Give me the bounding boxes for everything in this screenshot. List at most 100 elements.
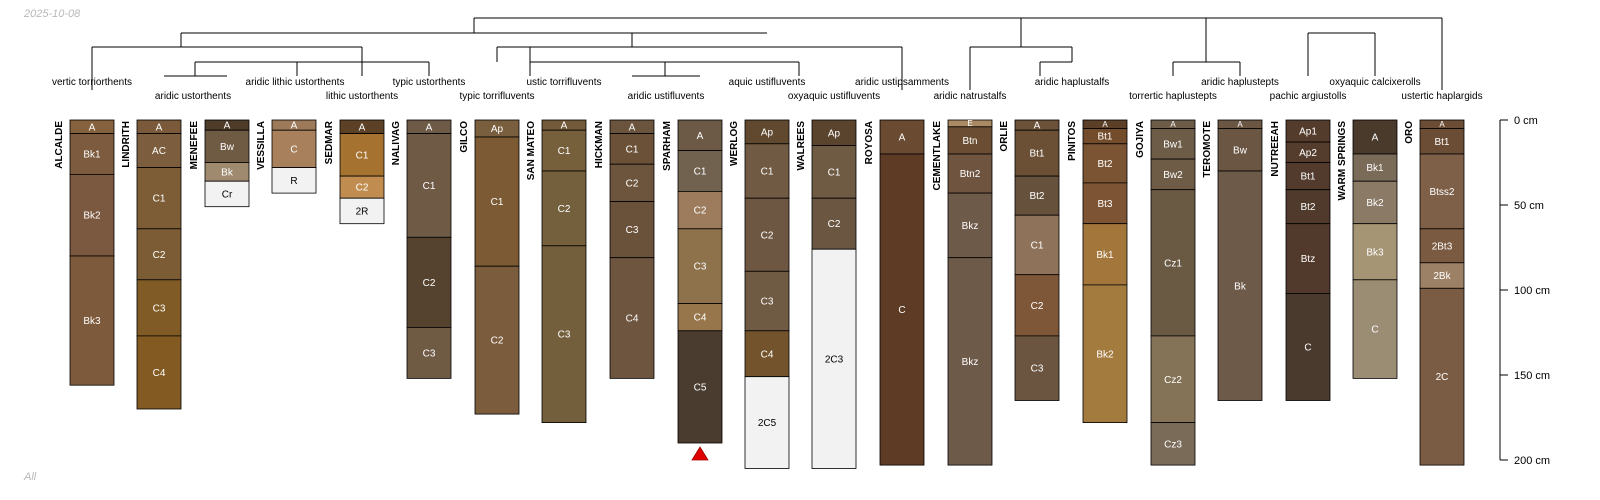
horizon-block xyxy=(136,167,182,230)
horizon-label: A xyxy=(561,121,568,132)
taxon-label: typic ustorthents xyxy=(393,77,466,88)
horizon-label: C xyxy=(1371,325,1378,336)
taxon-label: aquic ustifluvents xyxy=(729,77,806,88)
taxon-label: aridic haplustepts xyxy=(1201,77,1279,88)
horizon-label: C3 xyxy=(423,348,436,359)
taxon-label: pachic argiustolls xyxy=(1270,91,1347,102)
horizon-label: A xyxy=(89,122,96,133)
profile-name: WERLOG xyxy=(729,121,740,166)
horizon-block xyxy=(69,133,115,175)
horizon-label: C1 xyxy=(558,146,571,157)
horizon-label: A xyxy=(224,121,231,132)
horizon-block xyxy=(1082,182,1128,225)
horizon-block xyxy=(1014,175,1060,216)
taxon-label: aridic ustipsamments xyxy=(855,77,949,88)
horizon-label: Bt2 xyxy=(1029,191,1044,202)
horizon-label: Bkz xyxy=(962,357,979,368)
horizon-block xyxy=(609,201,655,259)
horizon-label: Bt1 xyxy=(1434,137,1449,148)
horizon-label: C xyxy=(290,144,297,155)
horizon-label: A xyxy=(156,122,163,133)
horizon-block xyxy=(339,133,385,177)
horizon-label: Bk3 xyxy=(1366,247,1384,258)
profile-name: MENEFEE xyxy=(189,121,200,170)
horizon-block xyxy=(339,197,385,225)
horizon-label: C2 xyxy=(694,206,707,217)
horizon-label: C1 xyxy=(491,197,504,208)
horizon-label: A xyxy=(1439,120,1445,129)
horizon-label: A xyxy=(1102,120,1108,129)
horizon-label: Bt2 xyxy=(1097,159,1112,170)
horizon-label: C1 xyxy=(694,167,707,178)
horizon-label: Btn2 xyxy=(960,169,981,180)
horizon-label: C1 xyxy=(828,167,841,178)
horizon-block xyxy=(947,126,993,155)
horizon-block xyxy=(1082,284,1128,423)
horizon-label: 2C xyxy=(1436,372,1449,383)
horizon-block xyxy=(541,129,587,172)
horizon-label: Ap xyxy=(491,124,504,135)
horizon-label: A xyxy=(359,122,366,133)
taxon-label: aridic natrustalfs xyxy=(934,91,1007,102)
horizon-block xyxy=(677,119,723,152)
depth-tick-label: 100 cm xyxy=(1514,285,1550,297)
horizon-block xyxy=(406,133,452,238)
profile-name: ROYOSA xyxy=(864,121,875,164)
horizon-label: 2Bt3 xyxy=(1432,241,1453,252)
horizon-label: C2 xyxy=(1031,301,1044,312)
horizon-label: C3 xyxy=(1031,364,1044,375)
profile-name: WALREES xyxy=(796,121,807,171)
horizon-block xyxy=(1217,128,1263,172)
profile-name: SEDMAR xyxy=(324,120,335,164)
horizon-label: C2 xyxy=(828,219,841,230)
horizon-block xyxy=(1285,189,1331,225)
horizon-label: C4 xyxy=(761,349,774,360)
horizon-block xyxy=(609,133,655,165)
horizon-label: C4 xyxy=(694,313,707,324)
horizon-block xyxy=(69,173,115,257)
horizon-label: Bw xyxy=(1233,145,1248,156)
horizon-label: Cz2 xyxy=(1164,375,1182,386)
horizon-label: Bt1 xyxy=(1300,172,1315,183)
horizon-block xyxy=(1150,422,1196,466)
horizon-label: C3 xyxy=(761,297,774,308)
horizon-block xyxy=(811,248,857,469)
taxon-label: aridic haplustalfs xyxy=(1035,77,1109,88)
horizon-block xyxy=(136,279,182,337)
taxon-label: oxyaquic calcixerolls xyxy=(1329,77,1420,88)
horizon-block xyxy=(811,197,857,250)
horizon-label: Cz3 xyxy=(1164,439,1182,450)
horizon-block xyxy=(474,265,520,415)
horizon-label: Btz xyxy=(1301,254,1315,265)
horizon-label: Bk1 xyxy=(1096,250,1114,261)
horizon-label: A xyxy=(1034,121,1041,132)
profile-name: SAN MATEO xyxy=(526,121,537,180)
taxon-label: aridic ustorthents xyxy=(155,91,231,102)
horizon-label: Bw1 xyxy=(1163,139,1183,150)
taxon-label: ustertic haplargids xyxy=(1401,91,1482,102)
truncation-marker xyxy=(691,446,709,461)
horizon-label: C2 xyxy=(558,204,571,215)
horizon-label: Bk2 xyxy=(1096,349,1114,360)
horizon-label: Btn xyxy=(962,136,977,147)
horizon-label: C2 xyxy=(423,278,436,289)
horizon-block xyxy=(947,257,993,466)
horizon-label: C1 xyxy=(423,181,436,192)
corner-label: All xyxy=(24,471,37,483)
horizon-label: Bk2 xyxy=(1366,198,1384,209)
profile-name: HICKMAN xyxy=(594,121,605,168)
horizon-block xyxy=(136,335,182,410)
profile-name: TEROMOTE xyxy=(1202,121,1213,178)
horizon-block xyxy=(811,119,857,146)
horizon-label: C5 xyxy=(694,382,707,393)
profile-name: ORLIE xyxy=(999,121,1010,152)
horizon-label: C2 xyxy=(626,178,639,189)
horizon-label: C4 xyxy=(626,314,639,325)
horizon-label: C1 xyxy=(1031,240,1044,251)
profile-name: PINITOS xyxy=(1067,121,1078,161)
horizon-block xyxy=(879,119,925,155)
horizon-block xyxy=(271,167,317,194)
horizon-label: C3 xyxy=(153,303,166,314)
horizon-label: Ap xyxy=(828,128,841,139)
